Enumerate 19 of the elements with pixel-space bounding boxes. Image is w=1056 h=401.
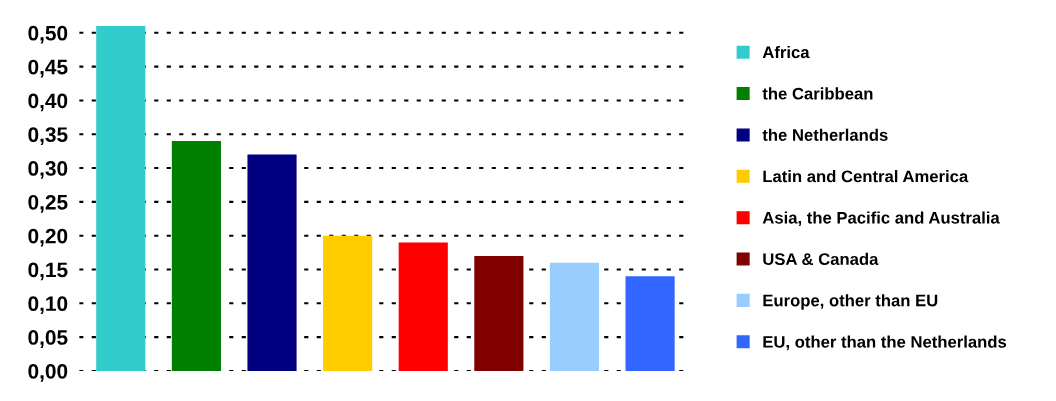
legend-label: EU, other than the Netherlands (763, 335, 1007, 351)
y-tick-label: 0,20 (28, 228, 68, 247)
y-tick-label: 0,10 (28, 296, 68, 315)
y-tick-label: 0,35 (28, 127, 68, 146)
legend-label: USA & Canada (763, 252, 879, 266)
legend-label: Latin and Central America (763, 170, 969, 183)
legend-label: the Netherlands (762, 128, 888, 141)
y-tick-label: 0,45 (28, 59, 68, 78)
legend-label: Africa (762, 45, 810, 59)
y-tick-label: 0,15 (28, 262, 68, 281)
y-tick-label: 0,05 (28, 330, 68, 348)
y-tick-label: 0,00 (28, 363, 68, 382)
legend-label: Europe, other than EU (763, 294, 938, 310)
y-tick-label: 0,40 (28, 93, 68, 112)
legend-label: Asia, the Pacific and Australia (762, 211, 1000, 227)
y-tick-label: 0,30 (28, 161, 68, 179)
y-tick-label: 0,50 (28, 25, 68, 44)
y-tick-label: 0,25 (28, 194, 68, 213)
legend-label: the Caribbean (762, 87, 873, 100)
